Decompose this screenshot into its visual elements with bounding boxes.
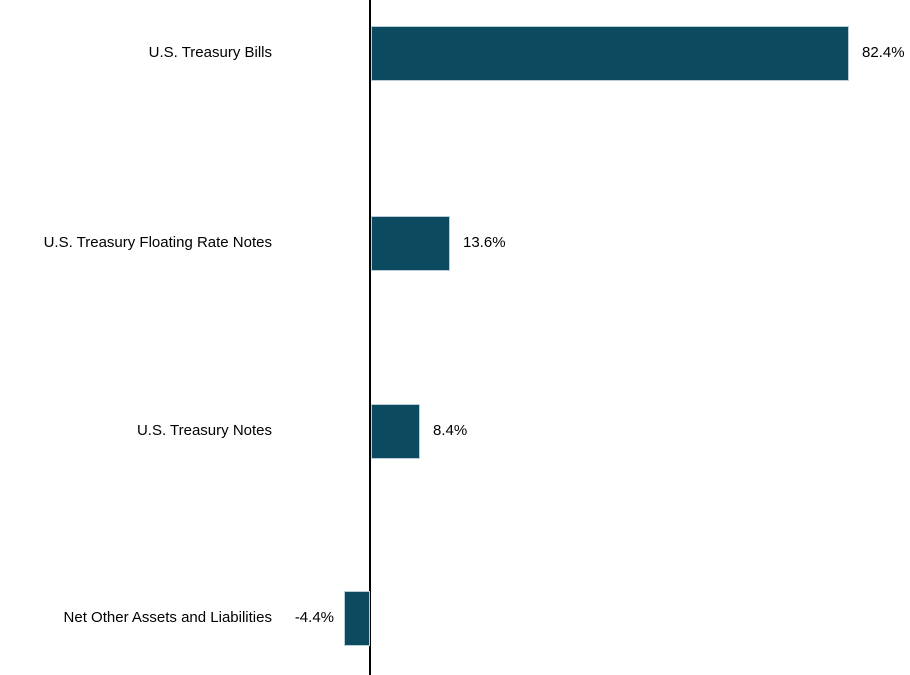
category-label: U.S. Treasury Bills xyxy=(148,44,272,61)
value-label: 8.4% xyxy=(433,422,468,439)
bar xyxy=(371,25,849,81)
category-label: U.S. Treasury Floating Rate Notes xyxy=(43,234,272,251)
bar xyxy=(344,590,370,646)
value-label: 13.6% xyxy=(463,234,506,251)
value-label: 82.4% xyxy=(862,44,905,61)
baseline-axis xyxy=(369,0,371,675)
bar xyxy=(371,215,450,271)
value-label: -4.4% xyxy=(294,609,334,626)
bar xyxy=(371,403,420,459)
category-label: Net Other Assets and Liabilities xyxy=(63,609,272,626)
category-label: U.S. Treasury Notes xyxy=(136,422,272,439)
